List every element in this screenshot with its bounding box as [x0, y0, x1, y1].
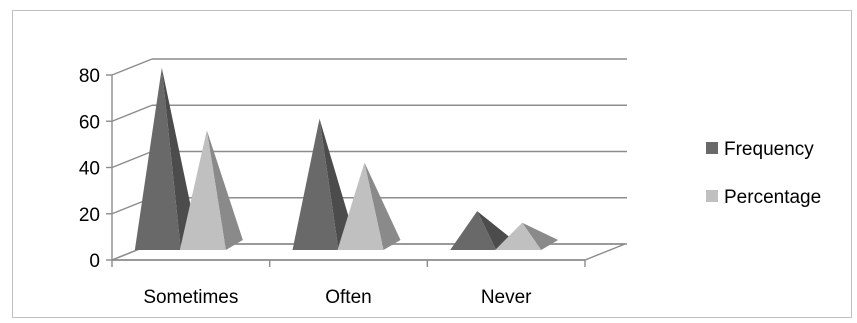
pyramid-front-face: [292, 118, 339, 250]
pyramid-percentage-sometimes: [179, 130, 243, 250]
pyramid-frequency-sometimes: [134, 67, 198, 250]
pyramid-side-face: [206, 130, 243, 250]
x-tick-label: Often: [325, 287, 371, 308]
y-tick-label: 0: [89, 251, 100, 272]
x-tick-label: Never: [481, 287, 532, 308]
gridline-side: [111, 58, 153, 76]
pyramid-frequency-never: [450, 211, 514, 250]
x-tick-label: Sometimes: [143, 287, 238, 308]
pyramid-side-face: [161, 67, 198, 250]
pyramid-side-face: [477, 211, 514, 250]
legend-swatch-frequency: [706, 142, 718, 154]
pyramids: [134, 67, 559, 250]
gridline-side: [111, 104, 153, 122]
legend-swatch-percentage: [706, 190, 718, 202]
y-tick-label: 40: [79, 159, 100, 180]
legend: Frequency Percentage: [706, 139, 821, 208]
y-tick-label: 60: [79, 112, 100, 133]
pyramid-side-face: [522, 222, 559, 250]
axes: [106, 74, 586, 267]
pyramid-percentage-never: [495, 222, 559, 250]
pyramid-side-face: [364, 162, 401, 250]
pyramid-front-face: [495, 222, 542, 250]
legend-label-percentage: Percentage: [724, 187, 821, 208]
pyramid-frequency-often: [292, 118, 356, 250]
legend-label-frequency: Frequency: [724, 139, 814, 160]
labels: 0 20 40 60 80 Sometimes Often Never: [79, 66, 532, 308]
pyramid-front-face: [134, 67, 181, 250]
pyramid-front-face: [337, 162, 384, 250]
y-tick-label: 80: [79, 66, 100, 87]
y-tick-label: 20: [79, 205, 100, 226]
gridline-side: [111, 150, 153, 169]
pyramid-front-face: [179, 130, 226, 250]
pyramid-percentage-often: [337, 162, 401, 250]
pyramid-front-face: [450, 211, 497, 250]
pyramid-side-face: [319, 118, 356, 250]
